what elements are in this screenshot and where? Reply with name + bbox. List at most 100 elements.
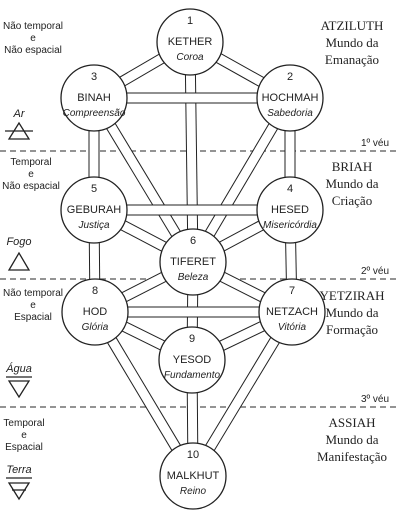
sephirah-number: 10: [187, 449, 199, 461]
world-line3: Emanação: [325, 52, 379, 67]
world-line2: Mundo da: [325, 35, 378, 50]
sephirah-malkhut: 10 MALKHUT Reino: [159, 442, 227, 510]
world-line3: Formação: [326, 322, 378, 337]
sephirah-number: 9: [189, 333, 195, 345]
element-terra: Terra: [6, 464, 32, 501]
sephirah-number: 5: [91, 183, 97, 195]
world-briah: BRIAH Mundo da Criação: [325, 159, 378, 208]
quality-line2: e: [28, 169, 34, 180]
world-name: ASSIAH: [329, 415, 376, 430]
element-label: Ar: [13, 108, 26, 120]
sephirah-circle: [60, 176, 128, 244]
sephirah-name: MALKHUT: [167, 470, 220, 482]
sephirah-number: 3: [91, 71, 97, 83]
sephirah-netzach: 7 NETZACH Vitória: [258, 278, 326, 346]
world-line3: Criação: [332, 193, 372, 208]
quality-line3: Espacial: [14, 312, 52, 323]
quality-atziluth: Não temporal e Não espacial: [3, 21, 63, 56]
element-agua: Água: [5, 362, 32, 399]
sephirah-number: 7: [289, 285, 295, 297]
water-triangle-icon: [6, 376, 32, 399]
sephirah-number: 8: [92, 285, 98, 297]
sephirah-hochmah: 2 HOCHMAH Sabedoria: [256, 64, 324, 132]
quality-line2: e: [30, 300, 36, 311]
veil-label-2: 2º véu: [361, 266, 389, 277]
element-fogo: Fogo: [6, 236, 32, 271]
sephirah-meaning: Compreensão: [63, 108, 126, 119]
sephirot: 1 KETHER Coroa 2 HOCHMAH Sabedoria 3 BINAH Compr…: [60, 8, 326, 510]
sephirah-name: BINAH: [77, 92, 111, 104]
sephirah-hesed: 4 HESED Misericórdia: [256, 176, 324, 244]
sephirah-number: 4: [287, 183, 293, 195]
sephirah-yesod: 9 YESOD Fundamento: [158, 326, 226, 394]
element-ar: Ar: [5, 108, 33, 140]
sephirah-name: TIFERET: [170, 256, 216, 268]
sephirah-kether: 1 KETHER Coroa: [156, 8, 224, 76]
veil-label-3: 3º véu: [361, 394, 389, 405]
world-line3: Manifestação: [317, 449, 387, 464]
quality-line1: Não temporal: [3, 21, 63, 32]
sephirah-name: YESOD: [173, 354, 212, 366]
sephirah-name: GEBURAH: [67, 204, 121, 216]
element-label: Água: [5, 362, 32, 375]
path-s1-s6: [184, 41, 199, 263]
sephirah-meaning: Justiça: [77, 220, 110, 231]
element-label: Terra: [6, 464, 31, 476]
quality-yetzirah: Não temporal e Espacial: [3, 288, 63, 323]
sephirah-binah: 3 BINAH Compreensão: [60, 64, 128, 132]
world-line2: Mundo da: [325, 305, 378, 320]
quality-line2: e: [30, 33, 36, 44]
sephirah-meaning: Glória: [82, 322, 109, 333]
sephirah-name: NETZACH: [266, 306, 318, 318]
world-assiah: ASSIAH Mundo da Manifestação: [317, 415, 387, 464]
sephirah-circle: [60, 64, 128, 132]
sephirah-circle: [158, 326, 226, 394]
sephirah-geburah: 5 GEBURAH Justiça: [60, 176, 128, 244]
world-name: ATZILUTH: [321, 18, 384, 33]
sephirah-name: HOD: [83, 306, 108, 318]
sephirah-meaning: Sabedoria: [267, 108, 313, 119]
fire-triangle-icon: [7, 251, 31, 271]
sephirah-circle: [258, 278, 326, 346]
quality-line3: Não espacial: [2, 181, 60, 192]
sephirah-name: HESED: [271, 204, 309, 216]
quality-line3: Espacial: [5, 442, 43, 453]
world-line2: Mundo da: [325, 432, 378, 447]
sephirah-number: 2: [287, 71, 293, 83]
sephirah-circle: [159, 228, 227, 296]
sephirah-meaning: Coroa: [176, 52, 204, 63]
sephirah-tiferet: 6 TIFERET Beleza: [159, 228, 227, 296]
sephirah-name: HOCHMAH: [262, 92, 319, 104]
world-name: YETZIRAH: [320, 288, 385, 303]
quality-line1: Temporal: [3, 418, 44, 429]
sephirah-meaning: Fundamento: [164, 370, 221, 381]
sephirah-circle: [61, 278, 129, 346]
sephirah-meaning: Misericórdia: [263, 220, 317, 231]
sephirah-name: KETHER: [168, 36, 213, 48]
sephirah-number: 1: [187, 15, 193, 27]
air-triangle-icon: [5, 121, 33, 140]
element-label: Fogo: [6, 236, 31, 248]
sephirah-number: 6: [190, 235, 196, 247]
quality-line2: e: [21, 430, 27, 441]
sephirah-meaning: Vitória: [278, 322, 307, 333]
sephirah-circle: [156, 8, 224, 76]
quality-line3: Não espacial: [4, 45, 62, 56]
sephirah-meaning: Beleza: [178, 272, 209, 283]
veil-label-1: 1º véu: [361, 138, 389, 149]
world-name: BRIAH: [332, 159, 372, 174]
quality-briah: Temporal e Não espacial: [2, 157, 60, 192]
quality-line1: Temporal: [10, 157, 51, 168]
world-yetzirah: YETZIRAH Mundo da Formação: [320, 288, 385, 337]
world-line2: Mundo da: [325, 176, 378, 191]
sephirah-meaning: Reino: [180, 486, 207, 497]
quality-assiah: Temporal e Espacial: [3, 418, 44, 453]
world-atziluth: ATZILUTH Mundo da Emanação: [321, 18, 384, 67]
quality-line1: Não temporal: [3, 288, 63, 299]
sephirah-circle: [256, 64, 324, 132]
earth-triangle-icon: [6, 477, 32, 501]
sephirah-hod: 8 HOD Glória: [61, 278, 129, 346]
sephirah-circle: [159, 442, 227, 510]
sephirah-circle: [256, 176, 324, 244]
